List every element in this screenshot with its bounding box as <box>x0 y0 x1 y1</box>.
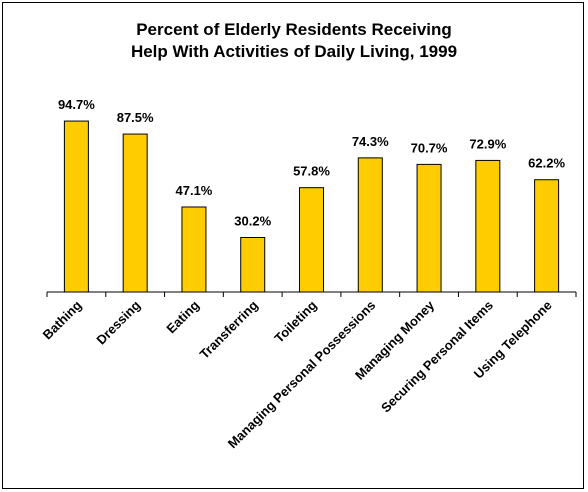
x-ticks-group <box>46 292 577 297</box>
value-label: 94.7% <box>58 97 95 112</box>
bar-dressing <box>122 133 148 293</box>
bar-using-telephone <box>534 179 560 293</box>
category-label: Transferring <box>197 297 261 361</box>
bar-eating <box>181 206 207 293</box>
chart-title-line-1: Percent of Elderly Residents Receiving <box>136 20 452 39</box>
category-label: Bathing <box>40 297 85 342</box>
bar-managing-money <box>416 163 442 293</box>
bar-securing-personal-items <box>475 159 501 293</box>
category-label: Dressing <box>93 297 143 347</box>
value-label: 70.7% <box>411 140 448 155</box>
chart-title-line-2: Help With Activities of Daily Living, 19… <box>130 42 458 61</box>
bar-transferring <box>240 236 266 293</box>
bar-bathing <box>63 120 89 293</box>
value-labels-group: 94.7% 87.5% 47.1% 30.2% 57.8% 74.3% 70.7% 72.9%… <box>58 97 566 228</box>
value-label: 87.5% <box>117 110 154 125</box>
value-label: 72.9% <box>469 136 506 151</box>
category-label: Securing Personal Items <box>378 298 496 416</box>
bar-toileting <box>299 187 324 293</box>
value-label: 57.8% <box>293 164 330 179</box>
bars-group <box>63 120 560 293</box>
value-label: 30.2% <box>234 213 271 228</box>
value-label: 62.2% <box>528 156 565 171</box>
category-label: Toileting <box>271 297 319 345</box>
value-label: 74.3% <box>352 134 389 149</box>
value-label: 47.1% <box>176 183 213 198</box>
category-label: Eating <box>163 297 202 336</box>
bar-managing-personal-possessions <box>357 157 383 293</box>
